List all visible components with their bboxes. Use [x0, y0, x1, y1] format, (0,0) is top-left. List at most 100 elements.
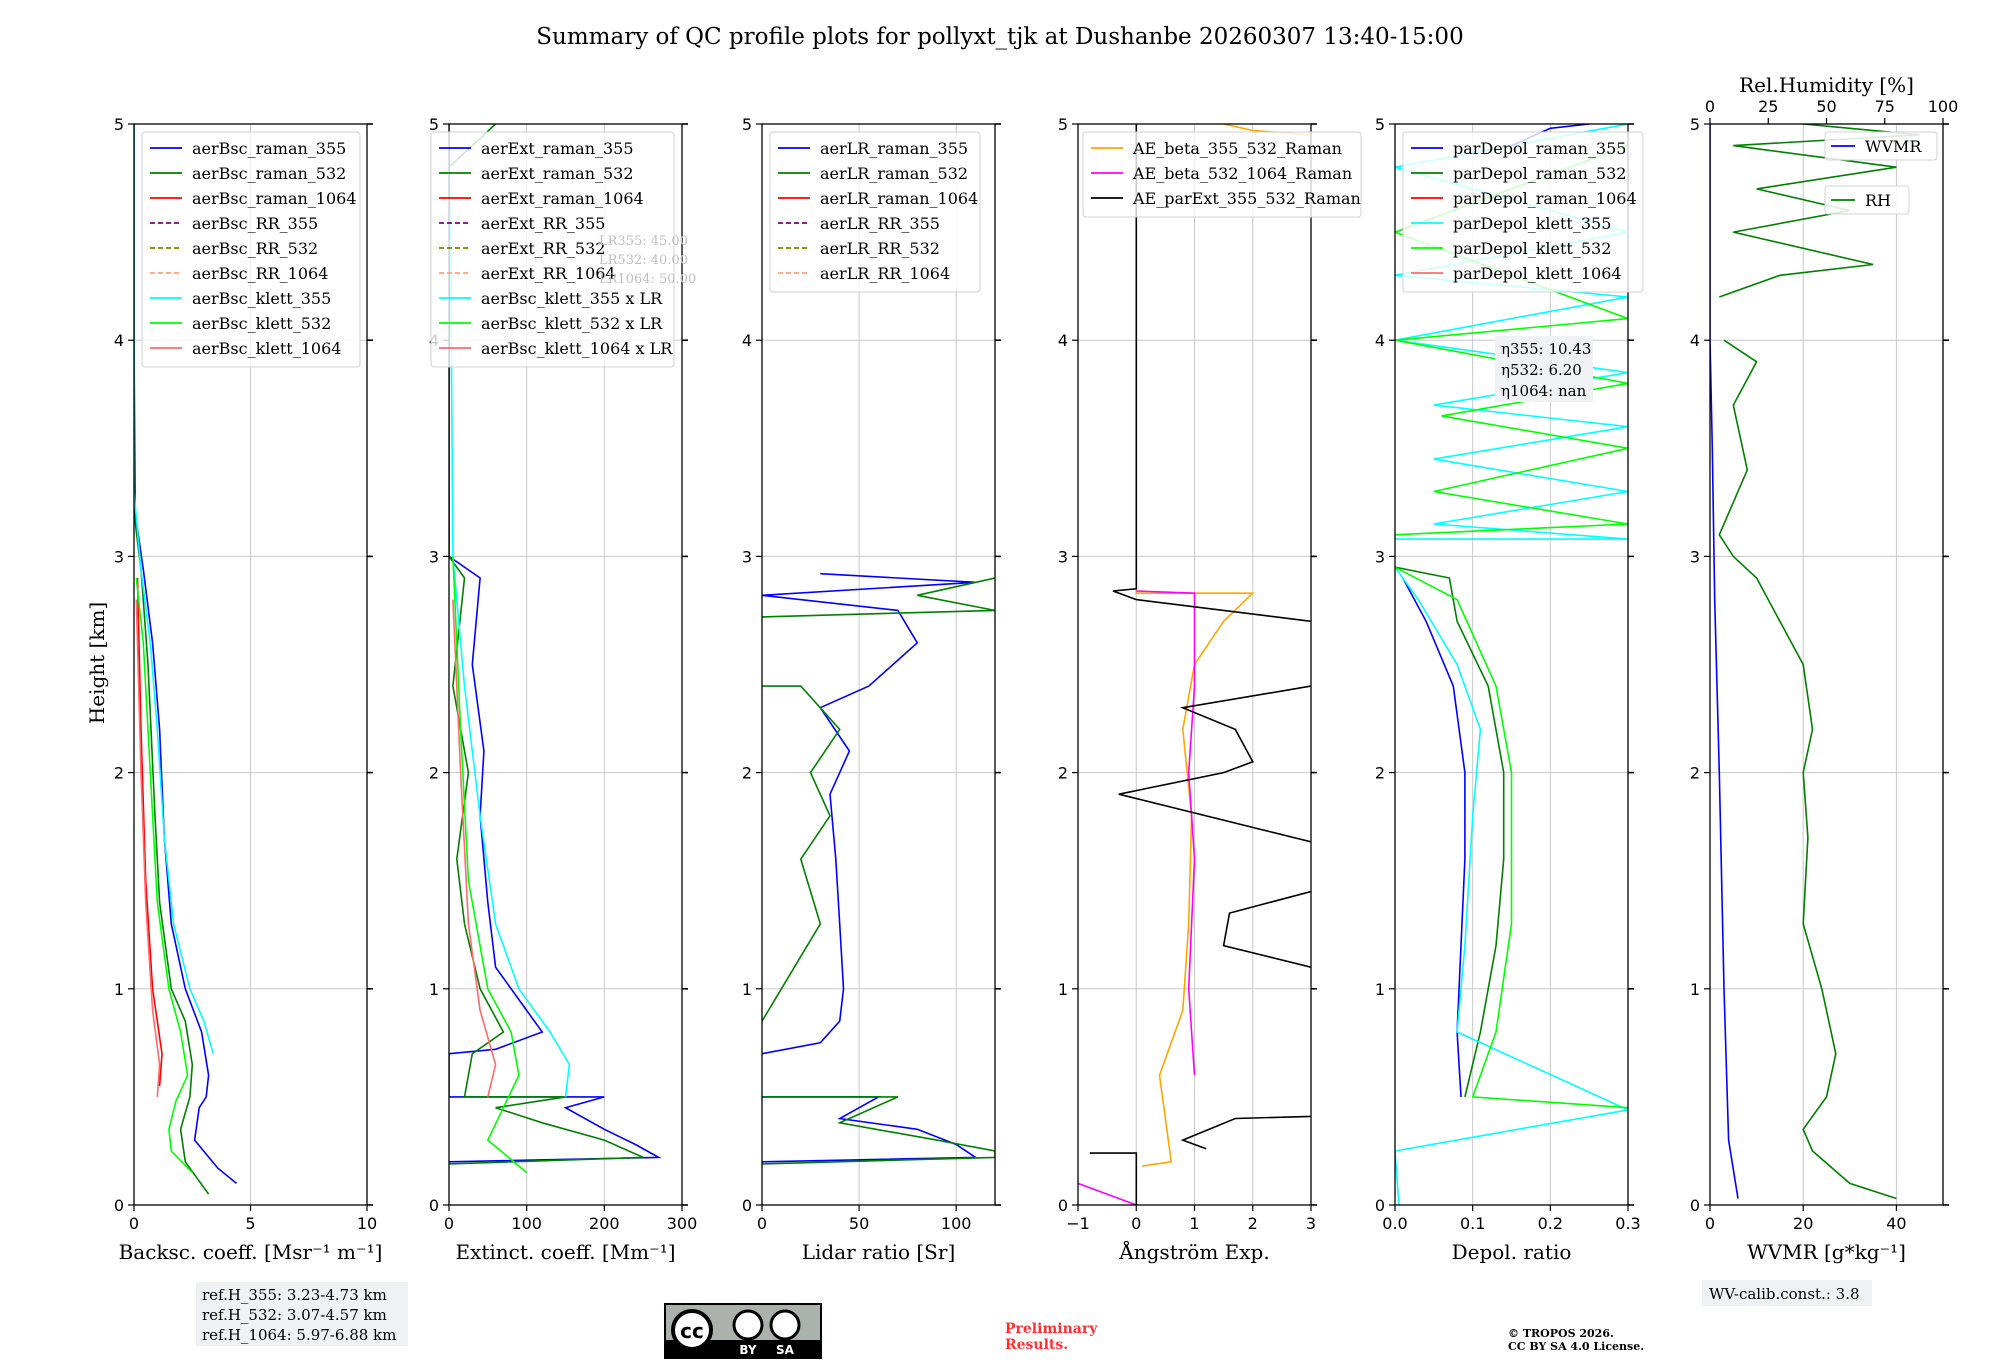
y-tick-label-bsc: 3: [114, 547, 124, 566]
lidar-ratio-annotation: LR1064: 50.00: [599, 272, 696, 287]
x-tick-label-ext: 100: [511, 1214, 542, 1233]
legend-label-ext: aerBsc_klett_532 x LR: [481, 314, 663, 333]
preliminary-label-line1: Preliminary: [1005, 1321, 1098, 1337]
series-line-ae-4: [1180, 1115, 1311, 1150]
top-x-tick-label-wv: 25: [1758, 97, 1778, 116]
lidar-ratio-annotation: LR355: 45.00: [599, 234, 688, 249]
legend-label-depol: parDepol_raman_532: [1453, 164, 1626, 183]
y-tick-label-lr: 5: [742, 115, 752, 134]
axes-frame-ext: [448, 123, 683, 1206]
series-line-lr-3: [762, 1096, 995, 1165]
y-tick-label-wv: 5: [1690, 115, 1700, 134]
series-line-lr-0: [762, 572, 976, 1055]
series-group-bsc: [134, 124, 238, 1195]
cc-by-label: BY: [739, 1343, 756, 1357]
series-line-lr-2: [762, 1096, 979, 1163]
y-tick-label-lr: 2: [742, 764, 752, 783]
y-tick-label-lr: 1: [742, 980, 752, 999]
legend-label-bsc: aerBsc_klett_355: [192, 289, 331, 308]
copyright-line2: CC BY SA 4.0 License.: [1508, 1340, 1644, 1353]
legend-label-ext: aerExt_RR_1064: [481, 264, 616, 283]
cc-sa-label: SA: [776, 1343, 795, 1357]
series-group-lr: [762, 572, 995, 1165]
preliminary-label-line2: Results.: [1005, 1337, 1068, 1353]
series-line-bsc-2: [136, 577, 163, 1087]
cc-logo-text: cc: [680, 1319, 704, 1343]
y-tick-label-ext: 5: [429, 115, 439, 134]
y-tick-label-lr: 4: [742, 331, 752, 350]
y-tick-label-ae: 0: [1058, 1196, 1068, 1215]
wv-calibration-constant: WV-calib.const.: 3.8: [1709, 1285, 1860, 1303]
y-tick-label-depol: 1: [1375, 980, 1385, 999]
y-tick-label-ae: 5: [1058, 115, 1068, 134]
y-tick-label-ae: 4: [1058, 331, 1068, 350]
y-tick-label-bsc: 4: [114, 331, 124, 350]
top-x-tick-label-wv: 100: [1928, 97, 1959, 116]
y-tick-label-bsc: 2: [114, 764, 124, 783]
legend-label-ext: aerBsc_klett_355 x LR: [481, 289, 663, 308]
series-line-lr-4: [762, 577, 995, 618]
legend-lr: aerLR_raman_355 aerLR_raman_532 aerLR_rama…: [769, 131, 981, 293]
attribution-icon: [732, 1309, 764, 1341]
legend-frame-bsc: [141, 131, 361, 368]
y-tick-label-wv: 3: [1690, 547, 1700, 566]
x-tick-label-lr: 50: [849, 1214, 869, 1233]
cc-logo-icon: [671, 1309, 713, 1351]
series-line-ae-7: [1112, 124, 1311, 623]
ref-height-532: ref.H_532: 3.07-4.57 km: [202, 1306, 387, 1324]
series-group-ae: [1078, 124, 1311, 1205]
depol-eta-box: [1495, 336, 1593, 402]
series-line-ext-4: [452, 599, 497, 1098]
y-tick-label-depol: 5: [1375, 115, 1385, 134]
legend-label-bsc: aerBsc_RR_1064: [192, 264, 328, 283]
legend-label-lr: aerLR_RR_532: [820, 239, 940, 258]
y-tick-label-ae: 1: [1058, 980, 1068, 999]
y-tick-label-ext: 2: [429, 764, 439, 783]
y-tick-label-wv: 4: [1690, 331, 1700, 350]
panel-bsc: 0 5 10 0 1 2 3 4 5 Backsc. coeff. [Msr⁻¹ m⁻¹] aerB…: [114, 115, 383, 1264]
x-tick-label-wv: 20: [1793, 1214, 1813, 1233]
series-line-wv-0: [1710, 124, 1739, 1199]
axes-frame-depol: [1394, 123, 1629, 1206]
x-axis-label-wv: WVMR [g*kg⁻¹]: [1747, 1240, 1906, 1264]
legend-label-bsc: aerBsc_RR_355: [192, 214, 318, 233]
series-line-ae-3: [1089, 1152, 1138, 1205]
wv-calibration-box: WV-calib.const.: 3.8: [1702, 1280, 1872, 1306]
y-tick-label-bsc: 5: [114, 115, 124, 134]
series-line-depol-1: [1395, 566, 1505, 1098]
legend-label-ext: aerExt_raman_1064: [481, 189, 644, 208]
x-tick-label-depol: 0.2: [1538, 1214, 1563, 1233]
series-line-depol-2: [1395, 566, 1628, 1205]
legend-label-bsc: aerBsc_raman_355: [192, 139, 346, 158]
panel-ext: 0100200300012345Extinct. coeff. [Mm⁻¹]ae…: [429, 115, 697, 1264]
legend-label-depol: parDepol_klett_355: [1453, 214, 1611, 233]
axes-frame-lr: [761, 123, 996, 1206]
depol-eta-value: η532: 6.20: [1501, 361, 1582, 379]
y-tick-label-depol: 3: [1375, 547, 1385, 566]
top-x-tick-label-wv: 75: [1875, 97, 1895, 116]
series-line-wv-1: [1718, 339, 1897, 1200]
top-x-tick-label-wv: 0: [1705, 97, 1715, 116]
y-tick-label-wv: 2: [1690, 764, 1700, 783]
series-line-ext-0: [449, 124, 662, 1163]
share-alike-icon: [769, 1309, 801, 1341]
series-line-ae-2: [1136, 590, 1196, 1076]
y-tick-label-ext: 0: [429, 1196, 439, 1215]
legend-label-depol: parDepol_klett_1064: [1453, 264, 1622, 283]
legend-label-wv: RH: [1865, 191, 1891, 210]
x-tick-label-ext: 300: [667, 1214, 698, 1233]
legend-label-bsc: aerBsc_klett_1064: [192, 339, 341, 358]
legend-label-ae: AE_beta_532_1064_Raman: [1132, 164, 1352, 183]
legend-label-depol: parDepol_raman_355: [1453, 139, 1626, 158]
legend-label-ae: AE_beta_355_532_Raman: [1132, 139, 1342, 158]
y-tick-label-depol: 0: [1375, 1196, 1385, 1215]
series-line-ext-1: [449, 124, 644, 1165]
panel-lr: 0 50 100 0 1 2 3 4 5 Lidar ratio [Sr] aerLR_raman_…: [742, 115, 1001, 1264]
x-tick-label-ae: −1: [1066, 1214, 1090, 1233]
series-line-ae-5: [1222, 890, 1311, 968]
legend-label-bsc: aerBsc_RR_532: [192, 239, 318, 258]
series-group-wv: [1710, 124, 1920, 1200]
legend-frame-lr: [769, 131, 981, 293]
x-tick-label-lr: 100: [941, 1214, 972, 1233]
